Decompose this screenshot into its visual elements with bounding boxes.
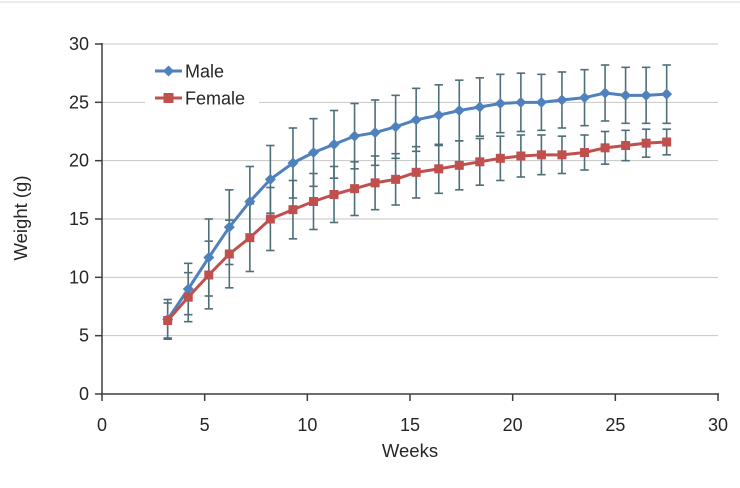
female-square-marker [454,160,464,170]
female-square-marker [557,150,567,160]
male-diamond-marker [223,221,235,233]
y-tick-label: 25 [69,92,89,112]
male-diamond-marker [390,121,402,133]
female-square-marker [163,316,173,325]
legend-label-female: Female [185,89,245,109]
male-diamond-marker [579,92,591,104]
female-square-marker [621,141,631,150]
female-square-marker [662,137,672,147]
female-square-marker [475,157,485,167]
female-square-marker [265,214,275,224]
x-tick-label: 10 [297,415,317,435]
y-tick-label: 15 [69,209,89,229]
male-diamond-marker [535,96,547,108]
male-diamond-marker [307,147,319,158]
male-diamond-marker [556,94,568,106]
female-square-marker [495,153,505,163]
male-diamond-marker [244,196,256,207]
female-square-marker [641,138,651,148]
x-tick-label: 20 [503,415,523,435]
x-tick-label: 25 [605,415,625,435]
y-tick-label: 5 [79,326,89,346]
male-diamond-marker [515,96,527,108]
data-series [162,87,673,325]
x-tick-label: 5 [200,415,210,435]
x-axis-title: Weeks [382,440,438,461]
male-diamond-marker [264,173,276,185]
female-square-marker [350,184,360,194]
y-tick-label: 10 [69,267,89,287]
y-axis-title: Weight (g) [10,176,31,261]
male-line [166,91,669,321]
x-tick-label: 15 [400,415,420,435]
male-diamond-marker [474,101,486,113]
female-square-marker [391,174,401,184]
male-diamond-marker [661,88,673,100]
male-diamond-marker [287,157,299,169]
male-diamond-marker [203,252,215,263]
female-square-marker [600,143,610,153]
male-diamond-marker [599,87,611,99]
legend-label-male: Male [185,62,224,82]
tick-labels: 0 5 10 15 20 25 30 0 5 10 15 20 25 30 [69,34,728,435]
female-square-marker [224,249,234,259]
legend-square-icon [163,93,174,103]
female-square-marker [308,197,318,206]
female-square-marker [411,167,421,177]
female-square-marker [536,150,546,160]
female-square-marker [204,270,214,280]
legend-entry-male: Male [155,62,224,82]
y-tick-label: 0 [79,384,89,404]
male-diamond-marker [494,98,506,109]
female-square-marker [288,205,298,215]
male-diamond-marker [328,138,340,150]
axes [95,43,719,401]
x-tick-label: 0 [97,415,107,435]
male-diamond-marker [433,109,445,121]
female-square-marker [245,233,255,243]
female-square-marker [183,292,193,302]
y-tick-label: 30 [69,34,89,54]
y-tick-label: 20 [69,151,89,171]
male-diamond-marker [369,127,381,139]
male-diamond-marker [410,114,422,126]
male-diamond-marker [640,89,652,101]
legend-diamond-icon [163,65,174,77]
legend: Male Female [145,53,259,109]
female-square-marker [580,148,590,157]
female-series [163,137,672,325]
male-series [162,87,673,325]
female-square-marker [370,178,380,188]
x-tick-label: 30 [708,415,728,435]
legend-entry-female: Female [155,89,245,109]
male-diamond-marker [453,105,465,116]
female-square-marker [434,164,444,174]
male-diamond-marker [620,89,632,101]
male-diamond-marker [182,283,194,295]
female-square-marker [516,151,526,161]
female-square-marker [329,190,339,199]
male-diamond-marker [349,130,361,142]
